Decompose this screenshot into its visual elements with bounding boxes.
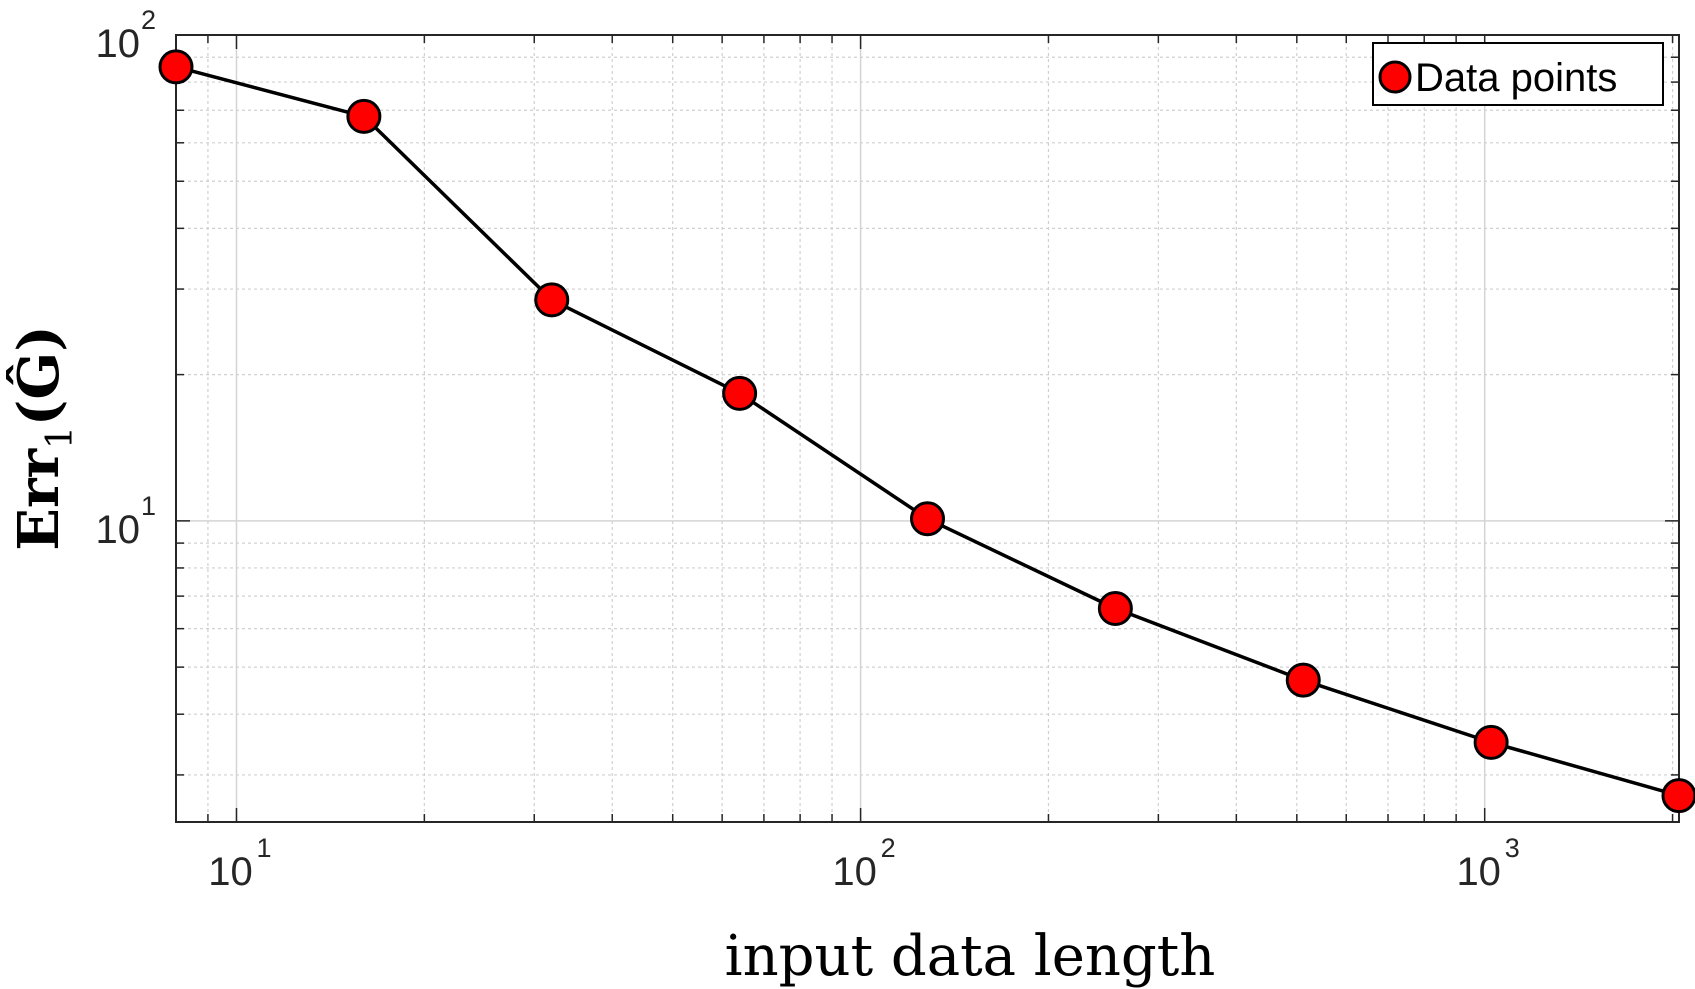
- legend-entry-data-points: Data points: [1415, 56, 1617, 100]
- x-tick-label: 10: [208, 850, 253, 894]
- x-tick-label: 10: [832, 850, 877, 894]
- y-label-subscript: 1: [40, 426, 81, 449]
- y-axis-label: Err1(Ĝ): [6, 325, 81, 550]
- svg-text:Err1(Ĝ): Err1(Ĝ): [6, 325, 81, 550]
- data-point: [1285, 662, 1321, 698]
- x-tick-label-exponent: 3: [1505, 833, 1520, 863]
- x-tick-label: 10: [1456, 850, 1501, 894]
- grid: [175, 34, 1679, 822]
- legend-marker-icon: [1378, 60, 1412, 94]
- y-tick-label-exponent: 1: [141, 491, 156, 521]
- y-label-main: Err: [6, 448, 72, 551]
- data-point: [1097, 591, 1133, 627]
- data-point: [346, 98, 382, 134]
- x-tick-label-exponent: 2: [881, 833, 896, 863]
- x-tick-label-exponent: 1: [256, 833, 271, 863]
- y-tick-label: 10: [96, 22, 141, 66]
- legend: Data points: [1372, 42, 1664, 106]
- data-point: [534, 282, 570, 318]
- data-point: [1473, 724, 1509, 760]
- data-point: [1661, 778, 1695, 814]
- series-layer: [158, 49, 1695, 814]
- x-axis-label: input data length: [725, 924, 1216, 989]
- legend-box: [1372, 42, 1664, 106]
- y-label-open-paren: (: [6, 400, 72, 427]
- axes-box: [175, 34, 1680, 823]
- data-point: [158, 49, 194, 85]
- data-point: [910, 501, 945, 537]
- series-line: [175, 65, 1680, 798]
- y-label-close-paren: ): [6, 325, 72, 352]
- data-point: [722, 375, 758, 411]
- y-label-argument: Ĝ: [6, 352, 72, 400]
- y-tick-label: 10: [96, 508, 141, 552]
- tick-marks: [175, 34, 1679, 822]
- y-tick-label-exponent: 2: [141, 5, 156, 35]
